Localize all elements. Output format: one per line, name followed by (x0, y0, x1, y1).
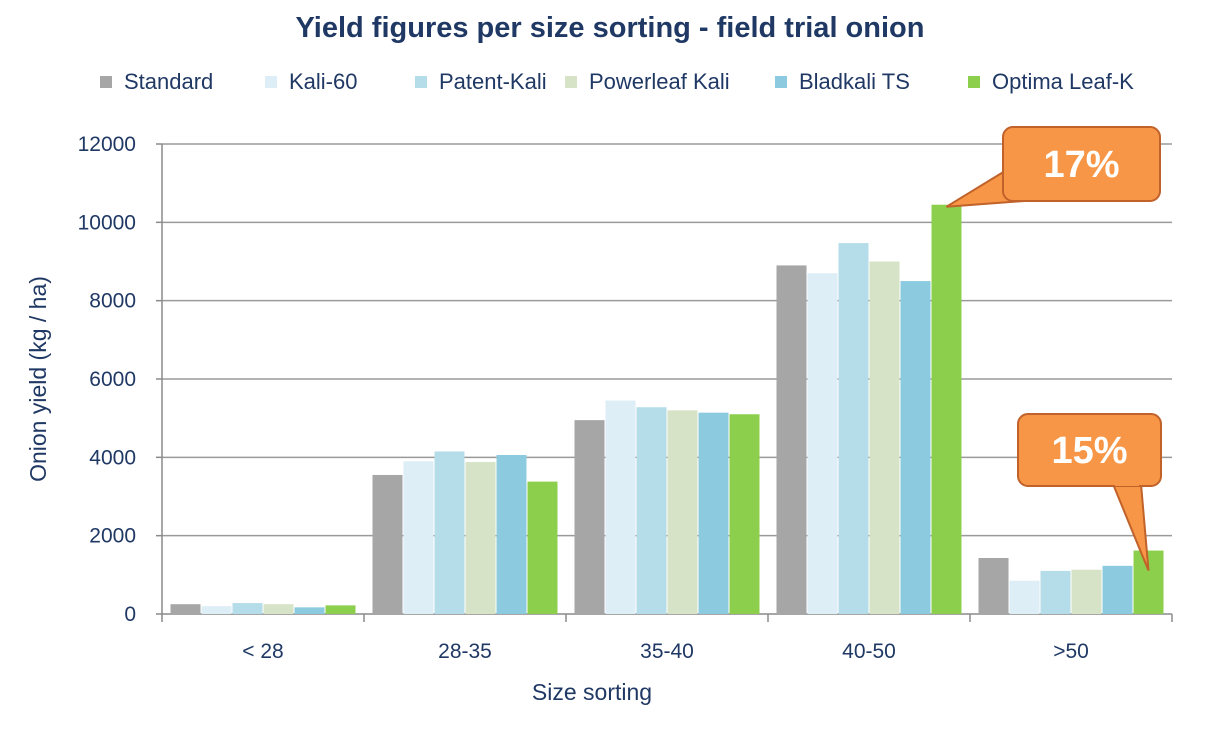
legend-swatch-optima-leaf-k (968, 76, 980, 88)
legend-item-powerleaf-kali: Powerleaf Kali (565, 66, 730, 98)
bar-bladkali-ts-28 (294, 607, 325, 614)
bar-powerleaf-kali-28-35 (465, 462, 496, 614)
callout-label-2: 15% (1051, 430, 1127, 472)
bar-optima-leaf-k-28-35 (527, 481, 558, 614)
legend-swatch-standard (100, 76, 112, 88)
y-tick-label-6000: 6000 (89, 368, 136, 391)
chart-legend: Standard Kali-60 Patent-Kali Powerleaf Kali… (100, 66, 1200, 98)
legend-item-optima-leaf-k: Optima Leaf-K (968, 66, 1134, 98)
x-tick-label-40-50: 40-50 (842, 640, 896, 663)
bar-bladkali-ts-28-35 (496, 454, 527, 614)
legend-item-standard: Standard (100, 66, 213, 98)
callout-label-1: 17% (1043, 144, 1119, 186)
bar-powerleaf-kali-40-50 (869, 261, 900, 614)
bar-optima-leaf-k-40-50 (931, 204, 962, 615)
legend-item-bladkali-ts: Bladkali TS (775, 66, 910, 98)
bar-kali-60-50 (1009, 580, 1040, 614)
bar-bladkali-ts-50 (1102, 565, 1133, 614)
y-tick-label-0: 0 (124, 603, 136, 626)
legend-label-bladkali-ts: Bladkali TS (799, 69, 910, 94)
legend-item-kali-60: Kali-60 (265, 66, 357, 98)
bar-patent-kali-50 (1040, 570, 1071, 614)
bar-patent-kali-35-40 (636, 407, 667, 614)
bar-bladkali-ts-35-40 (698, 412, 729, 614)
callout-tail-2 (1111, 483, 1150, 571)
callout-seam-2 (1115, 476, 1139, 486)
legend-label-kali-60: Kali-60 (289, 69, 358, 94)
legend-swatch-powerleaf-kali (565, 76, 577, 88)
bar-standard-28 (170, 604, 201, 614)
legend-swatch-bladkali-ts (775, 76, 787, 88)
bar-kali-60-28 (201, 606, 232, 614)
bar-optima-leaf-k-28 (325, 605, 356, 614)
bar-standard-35-40 (574, 420, 605, 614)
legend-label-powerleaf-kali: Powerleaf Kali (589, 69, 730, 94)
y-tick-label-8000: 8000 (89, 290, 136, 313)
legend-swatch-patent-kali (415, 76, 427, 88)
bar-kali-60-40-50 (807, 273, 838, 614)
bar-powerleaf-kali-28 (263, 604, 294, 614)
legend-label-patent-kali: Patent-Kali (439, 69, 547, 94)
legend-swatch-kali-60 (265, 76, 277, 88)
bar-kali-60-28-35 (403, 461, 434, 614)
legend-item-patent-kali: Patent-Kali (415, 66, 547, 98)
bar-patent-kali-40-50 (838, 243, 869, 614)
y-axis-title: Onion yield (kg / ha) (25, 276, 51, 482)
y-tick-label-10000: 10000 (78, 211, 136, 234)
bar-standard-50 (978, 557, 1009, 614)
chart-title: Yield figures per size sorting - field t… (295, 12, 925, 44)
y-tick-label-4000: 4000 (89, 446, 136, 469)
callout-seam-1 (1007, 173, 1049, 197)
bar-standard-28-35 (372, 474, 403, 614)
y-tick-label-2000: 2000 (89, 525, 136, 548)
callout-box-2 (1017, 413, 1162, 487)
bar-patent-kali-28 (232, 603, 263, 614)
legend-label-standard: Standard (124, 69, 214, 94)
bar-powerleaf-kali-50 (1071, 569, 1102, 614)
y-tick-label-12000: 12000 (78, 133, 136, 156)
x-tick-label-28-35: 28-35 (438, 640, 492, 663)
x-tick-label-28: < 28 (242, 640, 283, 663)
bar-standard-40-50 (776, 265, 807, 614)
x-axis-title: Size sorting (532, 679, 652, 705)
bar-patent-kali-28-35 (434, 451, 465, 614)
bar-bladkali-ts-40-50 (900, 281, 931, 614)
legend-label-optima-leaf-k: Optima Leaf-K (992, 69, 1134, 94)
x-tick-label-35-40: 35-40 (640, 640, 694, 663)
bar-kali-60-35-40 (605, 400, 636, 614)
bar-powerleaf-kali-35-40 (667, 410, 698, 614)
x-tick-label-50: >50 (1053, 640, 1089, 663)
bar-optima-leaf-k-35-40 (729, 414, 760, 614)
